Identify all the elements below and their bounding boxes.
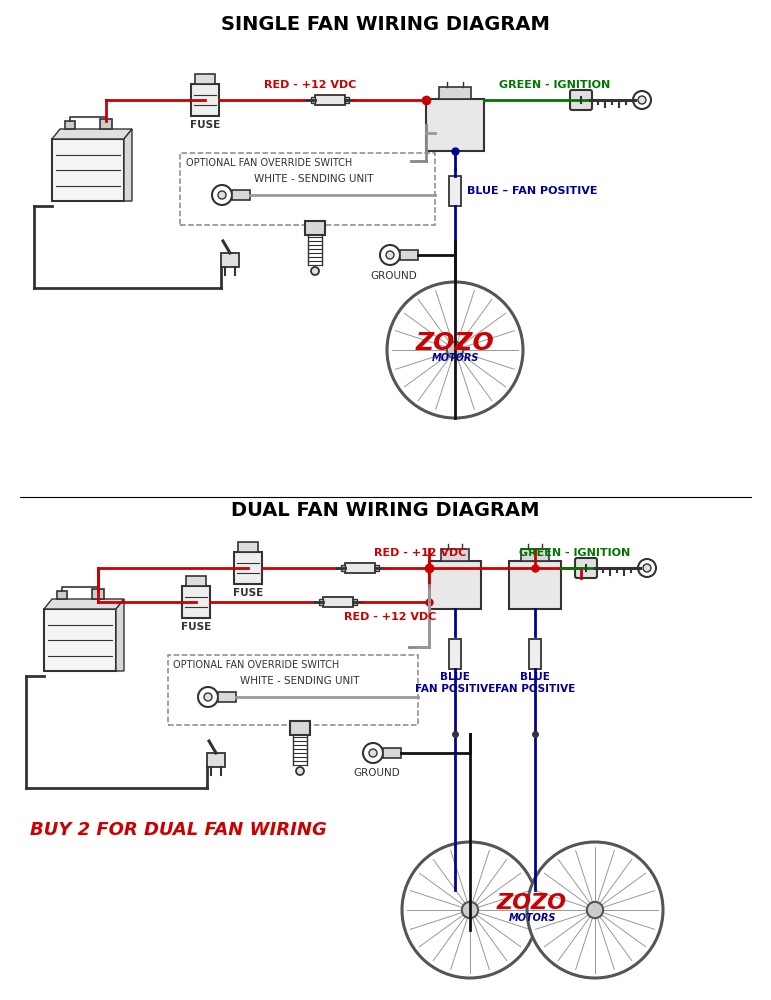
FancyBboxPatch shape bbox=[520, 549, 549, 561]
Text: WHITE - SENDING UNIT: WHITE - SENDING UNIT bbox=[240, 676, 359, 686]
FancyBboxPatch shape bbox=[439, 87, 471, 99]
FancyBboxPatch shape bbox=[195, 74, 215, 84]
Polygon shape bbox=[116, 599, 124, 671]
FancyBboxPatch shape bbox=[315, 95, 345, 105]
Text: MOTORS: MOTORS bbox=[508, 913, 556, 923]
FancyBboxPatch shape bbox=[100, 119, 112, 129]
Circle shape bbox=[218, 191, 226, 199]
FancyBboxPatch shape bbox=[290, 721, 310, 735]
Text: FUSE: FUSE bbox=[190, 120, 221, 130]
Text: FUSE: FUSE bbox=[181, 622, 211, 632]
Text: RED - +12 VDC: RED - +12 VDC bbox=[344, 612, 436, 622]
FancyBboxPatch shape bbox=[353, 599, 357, 605]
Circle shape bbox=[380, 245, 400, 265]
Circle shape bbox=[462, 902, 478, 918]
FancyBboxPatch shape bbox=[218, 692, 236, 702]
Circle shape bbox=[212, 185, 232, 205]
Circle shape bbox=[527, 842, 663, 978]
FancyBboxPatch shape bbox=[238, 542, 258, 552]
Circle shape bbox=[387, 282, 523, 418]
Text: RED - +12 VDC: RED - +12 VDC bbox=[374, 548, 466, 558]
Circle shape bbox=[447, 342, 463, 358]
FancyBboxPatch shape bbox=[575, 558, 597, 578]
Circle shape bbox=[386, 251, 394, 259]
FancyBboxPatch shape bbox=[92, 589, 104, 599]
FancyBboxPatch shape bbox=[221, 253, 239, 267]
Circle shape bbox=[633, 91, 651, 109]
FancyBboxPatch shape bbox=[182, 586, 210, 618]
FancyBboxPatch shape bbox=[341, 565, 345, 571]
FancyBboxPatch shape bbox=[65, 121, 75, 129]
Text: ZOZO: ZOZO bbox=[416, 331, 494, 355]
FancyBboxPatch shape bbox=[305, 221, 325, 235]
Circle shape bbox=[363, 743, 383, 763]
Text: GREEN - IGNITION: GREEN - IGNITION bbox=[520, 548, 631, 558]
Polygon shape bbox=[52, 129, 132, 139]
Circle shape bbox=[402, 842, 538, 978]
Text: BLUE – FAN POSITIVE: BLUE – FAN POSITIVE bbox=[467, 186, 598, 196]
Circle shape bbox=[587, 902, 603, 918]
FancyBboxPatch shape bbox=[375, 565, 379, 571]
Text: BLUE
FAN POSITIVE: BLUE FAN POSITIVE bbox=[415, 672, 495, 694]
FancyBboxPatch shape bbox=[570, 90, 592, 110]
Text: WHITE - SENDING UNIT: WHITE - SENDING UNIT bbox=[254, 174, 373, 184]
FancyBboxPatch shape bbox=[345, 97, 349, 103]
FancyBboxPatch shape bbox=[187, 576, 206, 586]
FancyBboxPatch shape bbox=[529, 639, 541, 669]
Text: DUAL FAN WIRING DIAGRAM: DUAL FAN WIRING DIAGRAM bbox=[231, 500, 539, 520]
FancyBboxPatch shape bbox=[345, 563, 375, 573]
Circle shape bbox=[198, 687, 218, 707]
FancyBboxPatch shape bbox=[232, 190, 250, 200]
Text: GROUND: GROUND bbox=[354, 768, 400, 778]
Circle shape bbox=[296, 767, 304, 775]
Text: ZOZO: ZOZO bbox=[497, 893, 567, 913]
FancyBboxPatch shape bbox=[44, 609, 116, 671]
Text: BLUE
FAN POSITIVE: BLUE FAN POSITIVE bbox=[495, 672, 575, 694]
FancyBboxPatch shape bbox=[234, 552, 262, 584]
Text: BUY 2 FOR DUAL FAN WIRING: BUY 2 FOR DUAL FAN WIRING bbox=[30, 821, 327, 839]
FancyBboxPatch shape bbox=[319, 599, 323, 605]
Text: OPTIONAL FAN OVERRIDE SWITCH: OPTIONAL FAN OVERRIDE SWITCH bbox=[186, 158, 352, 168]
FancyBboxPatch shape bbox=[441, 549, 470, 561]
FancyBboxPatch shape bbox=[311, 97, 315, 103]
FancyBboxPatch shape bbox=[57, 591, 67, 599]
Circle shape bbox=[638, 96, 646, 104]
FancyBboxPatch shape bbox=[323, 597, 353, 607]
FancyBboxPatch shape bbox=[207, 753, 225, 767]
FancyBboxPatch shape bbox=[293, 735, 307, 765]
Circle shape bbox=[643, 564, 651, 572]
FancyBboxPatch shape bbox=[449, 176, 461, 206]
Circle shape bbox=[638, 559, 656, 577]
FancyBboxPatch shape bbox=[308, 235, 322, 265]
Text: GROUND: GROUND bbox=[371, 271, 417, 281]
Circle shape bbox=[204, 693, 212, 701]
Text: FUSE: FUSE bbox=[233, 588, 263, 598]
FancyBboxPatch shape bbox=[429, 561, 481, 609]
Circle shape bbox=[369, 749, 377, 757]
FancyBboxPatch shape bbox=[383, 748, 401, 758]
Polygon shape bbox=[44, 599, 124, 609]
Text: SINGLE FAN WIRING DIAGRAM: SINGLE FAN WIRING DIAGRAM bbox=[221, 15, 550, 34]
Text: RED - +12 VDC: RED - +12 VDC bbox=[264, 80, 356, 90]
FancyBboxPatch shape bbox=[400, 250, 418, 260]
FancyBboxPatch shape bbox=[426, 99, 484, 151]
Polygon shape bbox=[124, 129, 132, 201]
FancyBboxPatch shape bbox=[191, 84, 219, 116]
FancyBboxPatch shape bbox=[449, 639, 461, 669]
Text: MOTORS: MOTORS bbox=[431, 353, 479, 363]
FancyBboxPatch shape bbox=[52, 139, 124, 201]
Text: GREEN - IGNITION: GREEN - IGNITION bbox=[500, 80, 611, 90]
Circle shape bbox=[311, 267, 319, 275]
Text: OPTIONAL FAN OVERRIDE SWITCH: OPTIONAL FAN OVERRIDE SWITCH bbox=[173, 660, 339, 670]
FancyBboxPatch shape bbox=[509, 561, 561, 609]
